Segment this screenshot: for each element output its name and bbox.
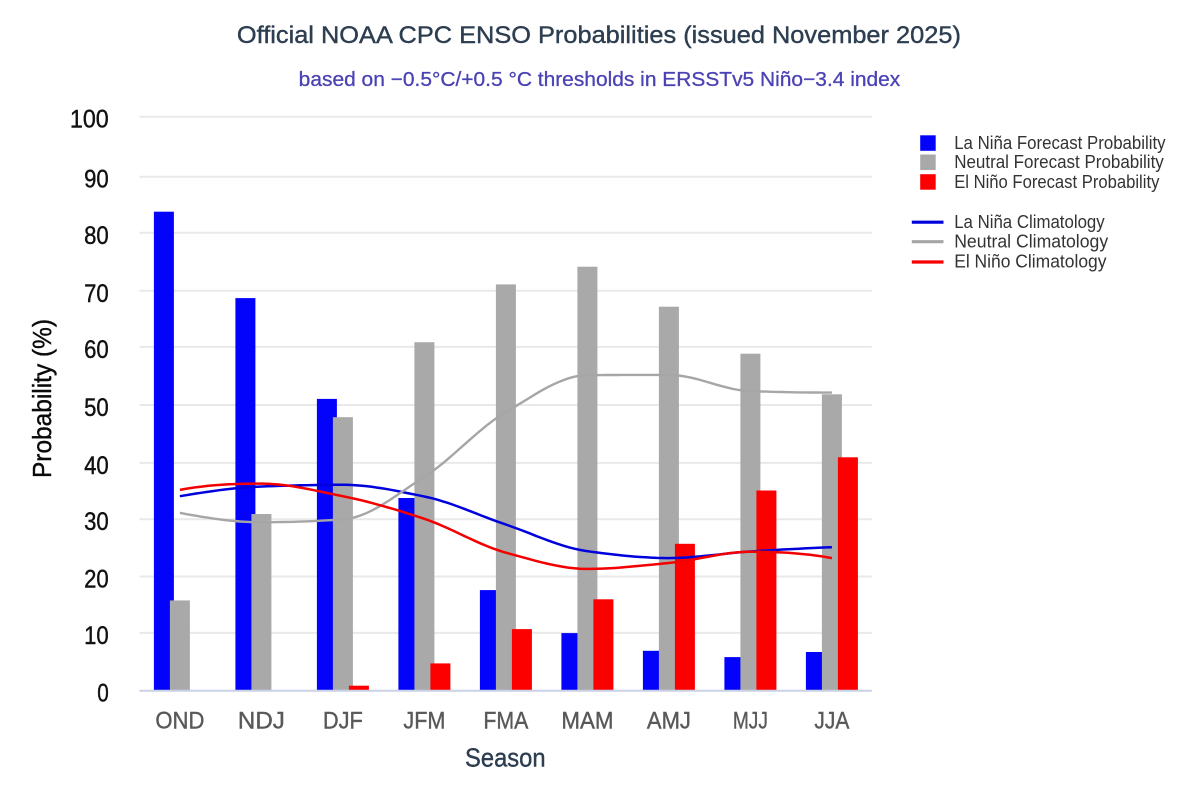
- svg-text:70: 70: [84, 281, 109, 308]
- svg-text:JFM: JFM: [403, 707, 445, 734]
- svg-text:Official NOAA CPC ENSO Probabi: Official NOAA CPC ENSO Probabilities (is…: [237, 22, 961, 49]
- svg-text:AMJ: AMJ: [647, 707, 691, 734]
- svg-text:FMA: FMA: [483, 707, 529, 734]
- svg-text:60: 60: [84, 337, 109, 364]
- svg-text:MAM: MAM: [561, 707, 613, 734]
- svg-text:50: 50: [84, 395, 109, 422]
- svg-text:40: 40: [84, 453, 109, 480]
- svg-text:Neutral Forecast Probability: Neutral Forecast Probability: [954, 152, 1164, 172]
- svg-text:30: 30: [84, 509, 109, 536]
- svg-text:10: 10: [84, 623, 109, 650]
- svg-text:OND: OND: [155, 707, 204, 734]
- svg-text:0: 0: [97, 681, 109, 708]
- svg-text:El Niño Forecast Probability: El Niño Forecast Probability: [954, 172, 1159, 192]
- svg-text:La Niña Climatology: La Niña Climatology: [954, 212, 1104, 232]
- svg-text:Season: Season: [465, 743, 546, 773]
- svg-text:80: 80: [84, 223, 109, 250]
- svg-text:90: 90: [84, 167, 109, 194]
- svg-text:Probability (%): Probability (%): [27, 319, 57, 478]
- svg-text:20: 20: [84, 567, 109, 594]
- svg-text:based on −0.5°C/+0.5 °C thresh: based on −0.5°C/+0.5 °C thresholds in ER…: [299, 68, 901, 91]
- svg-text:El Niño Climatology: El Niño Climatology: [954, 252, 1106, 272]
- svg-text:MJJ: MJJ: [733, 707, 768, 734]
- svg-text:NDJ: NDJ: [238, 707, 285, 734]
- svg-text:JJA: JJA: [814, 707, 850, 734]
- svg-text:DJF: DJF: [323, 707, 363, 734]
- svg-text:100: 100: [70, 107, 109, 134]
- svg-text:Neutral Climatology: Neutral Climatology: [954, 231, 1108, 251]
- svg-text:La Niña Forecast Probability: La Niña Forecast Probability: [954, 133, 1165, 153]
